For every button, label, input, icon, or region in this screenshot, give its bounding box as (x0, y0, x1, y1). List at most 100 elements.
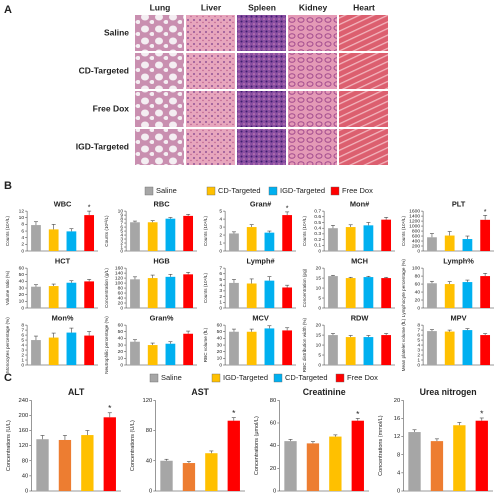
bar (284, 441, 297, 491)
tissue-image (186, 129, 235, 165)
legend-label: CD-Targeted (218, 186, 261, 195)
y-tick-label: 9 (120, 212, 123, 218)
legend-label: IGD-Targeted (223, 373, 268, 382)
bar (264, 328, 275, 365)
legend-label: Free Dox (342, 186, 373, 195)
y-tick-label: 10 (217, 356, 223, 362)
y-tick-label: 40 (217, 336, 223, 342)
y-tick-label: 200 (19, 413, 30, 419)
bar (48, 286, 59, 308)
y-tick-label: 7 (417, 327, 420, 333)
bar (363, 225, 374, 251)
y-tick-label: 4 (21, 235, 24, 241)
y-tick-label: 0 (120, 248, 123, 254)
y-tick-label: 20 (270, 466, 277, 472)
y-tick-label: 7 (219, 265, 222, 271)
significance-star: * (484, 208, 487, 216)
y-axis-label: Mean platelet volume (fL) (401, 318, 406, 371)
chart-title: MPV (451, 313, 467, 322)
y-tick-label: 5 (219, 208, 222, 214)
bar (264, 280, 275, 308)
bar (328, 276, 338, 308)
bar (427, 331, 437, 365)
bar (31, 340, 41, 365)
y-tick-label: 100 (115, 280, 123, 286)
bar (381, 335, 392, 365)
bar (264, 232, 275, 251)
y-tick-label: 200 (412, 243, 420, 249)
bar (229, 331, 239, 365)
y-tick-label: 15 (316, 332, 322, 338)
legend-label: CD-Targeted (285, 373, 328, 382)
bar (462, 239, 473, 251)
bar (103, 417, 116, 491)
y-tick-label: 80 (146, 428, 153, 434)
y-tick-label: 60 (415, 281, 421, 287)
y-tick-label: 0 (219, 305, 222, 311)
y-tick-label: 6 (219, 271, 222, 277)
y-tick-label: 5 (219, 277, 222, 283)
y-tick-label: 0.6 (314, 214, 321, 220)
y-tick-label: 50 (118, 329, 124, 335)
y-tick-label: 60 (118, 322, 124, 328)
y-tick-label: 3 (120, 236, 123, 242)
bar (160, 460, 173, 491)
y-tick-label: 0 (21, 362, 24, 368)
panel-label: A (4, 4, 12, 16)
y-tick-label: 6 (21, 332, 24, 338)
bar (229, 233, 239, 251)
y-tick-label: 5 (318, 295, 321, 301)
y-axis-label: Concentrations (μmol/L) (254, 416, 260, 475)
y-tick-label: 0 (417, 248, 420, 254)
legend-swatch (330, 186, 340, 196)
chart-title: Urea nitrogen (420, 387, 477, 397)
y-tick-label: 600 (412, 233, 420, 239)
column-label: Spleen (248, 2, 276, 12)
bar (480, 276, 491, 308)
bar (408, 432, 421, 491)
tissue-image (288, 53, 337, 89)
significance-star: * (232, 408, 236, 418)
y-tick-label: 0.4 (314, 226, 321, 232)
significance-star: * (286, 204, 289, 212)
bar (444, 284, 455, 308)
y-tick-label: 0 (120, 305, 123, 311)
bar (381, 278, 392, 308)
y-axis-label: Concentration (pg) (302, 268, 307, 307)
tissue-image (288, 91, 337, 127)
y-tick-label: 40 (118, 336, 124, 342)
chart-title: RBC (154, 199, 171, 208)
y-tick-label: 4 (219, 216, 222, 222)
row-label: IGD-Targeted (76, 141, 129, 151)
y-tick-label: 20 (415, 297, 421, 303)
y-tick-label: 20 (316, 265, 322, 271)
legend-swatch (144, 186, 154, 196)
y-tick-label: 2 (417, 352, 420, 358)
legend-swatch (206, 186, 216, 196)
y-tick-label: 1 (417, 357, 420, 363)
bar (345, 278, 356, 308)
significance-star: * (356, 409, 360, 419)
y-tick-label: 240 (19, 398, 30, 404)
y-tick-label: 7 (120, 220, 123, 226)
y-tick-label: 0.3 (314, 231, 321, 237)
y-tick-label: 3 (417, 347, 420, 353)
y-tick-label: 8 (397, 452, 400, 458)
y-tick-label: 40 (415, 289, 421, 295)
legend-swatch (149, 373, 159, 383)
bar (183, 333, 194, 365)
y-tick-label: 3 (21, 347, 24, 353)
y-tick-label: 1400 (409, 213, 420, 219)
y-tick-label: 60 (19, 265, 25, 271)
y-tick-label: 0 (149, 489, 153, 495)
bar (31, 225, 41, 251)
tissue-image (288, 15, 337, 51)
chart-title: Lymph% (443, 256, 474, 265)
y-tick-label: 0 (318, 362, 321, 368)
chart-title: MCH (351, 256, 368, 265)
y-tick-label: 0 (219, 362, 222, 368)
y-axis-label: Volume ratio (%) (5, 270, 10, 305)
bar (427, 283, 437, 308)
legend-label: Free Dox (347, 373, 378, 382)
bar (147, 345, 158, 365)
